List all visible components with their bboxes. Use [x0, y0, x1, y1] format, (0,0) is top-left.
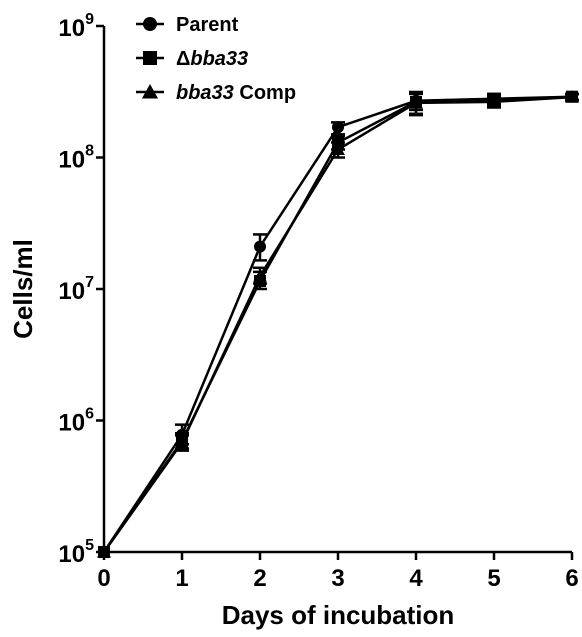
axes	[102, 26, 572, 554]
data-point-triangle	[175, 435, 189, 449]
data-point-circle	[254, 240, 266, 253]
x-ticks: 0 1 2 3 4 5 6	[97, 552, 579, 592]
y-tick-label-base: 10	[58, 147, 85, 174]
series-line	[102, 95, 573, 553]
series-square	[98, 90, 579, 558]
x-tick-label: 6	[565, 565, 578, 592]
series-layer	[97, 90, 579, 558]
data-point-triangle	[253, 269, 267, 282]
legend: Parent Δbba33 bba33 Comp	[136, 14, 296, 104]
y-tick-label-base: 10	[58, 410, 85, 437]
data-point-triangle	[409, 96, 423, 109]
x-tick-label: 5	[487, 565, 500, 592]
y-tick-label: 107	[58, 274, 94, 305]
data-point-triangle	[565, 90, 579, 103]
y-tick-label-exponent: 5	[85, 537, 94, 554]
series-line	[102, 95, 573, 553]
y-tick-label-base: 10	[58, 278, 85, 305]
data-point-triangle	[331, 142, 345, 156]
legend-item-triangle: bba33 Comp	[136, 82, 296, 104]
data-point-triangle	[97, 545, 111, 558]
data-point-triangle	[487, 94, 501, 108]
data-point-square	[143, 51, 157, 65]
series-line	[102, 95, 573, 553]
x-tick-label: 4	[409, 565, 423, 592]
series-circle	[98, 90, 579, 558]
x-tick-label: 3	[331, 565, 344, 592]
y-tick-label: 108	[58, 143, 94, 174]
y-tick-label: 106	[58, 406, 94, 437]
y-axis-title: Cells/ml	[8, 239, 38, 339]
legend-item-circle: Parent	[136, 14, 239, 36]
y-tick-label: 105	[58, 537, 94, 568]
y-tick-label-base: 10	[58, 541, 85, 568]
y-tick-label-base: 10	[58, 15, 85, 42]
y-tick-label: 109	[58, 11, 94, 42]
y-tick-label-exponent: 7	[85, 274, 94, 291]
x-axis-title: Days of incubation	[222, 600, 455, 630]
legend-label: Δbba33	[176, 48, 248, 70]
legend-item-square: Δbba33	[136, 48, 248, 70]
data-point-triangle	[141, 83, 159, 99]
y-tick-label-exponent: 8	[85, 143, 94, 160]
data-point-circle	[332, 121, 344, 134]
data-point-circle	[143, 17, 157, 31]
x-tick-label: 1	[175, 565, 188, 592]
legend-label: bba33 Comp	[176, 82, 296, 104]
x-tick-label: 2	[253, 565, 266, 592]
legend-label: Parent	[176, 14, 239, 36]
series-triangle	[97, 90, 579, 558]
y-tick-label-exponent: 6	[85, 406, 94, 423]
x-tick-label: 0	[97, 565, 110, 592]
y-tick-label-exponent: 9	[85, 11, 94, 28]
